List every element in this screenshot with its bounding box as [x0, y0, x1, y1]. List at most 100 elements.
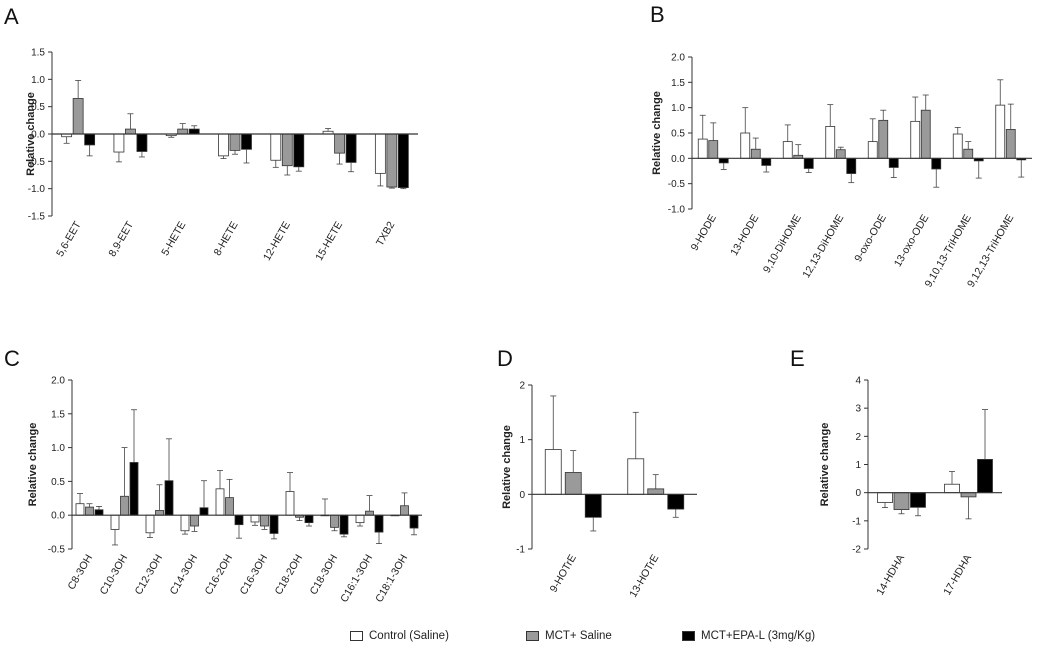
- panel-c-category-label: C12-3OH: [133, 553, 166, 597]
- panel-b-bar: [846, 157, 857, 174]
- panel-e-ytick-label: 4: [855, 376, 861, 387]
- panel-b-bar: [952, 133, 963, 159]
- panel-d-chart: 2 1 0 -1 Relative change 9-HOTrE 13-HOTrE: [501, 381, 697, 600]
- panel-a-ytick-label: -1.0: [28, 184, 46, 195]
- panel-e-category-label: 17-HDHA: [941, 553, 974, 598]
- legend-label-mct-saline: MCT+ Saline: [545, 630, 612, 642]
- panel-d-bar: [627, 458, 645, 495]
- panel-c-bar: [409, 514, 419, 529]
- panel-c-bar: [339, 514, 349, 535]
- panel-a-bar: [386, 133, 398, 188]
- panel-b-bar: [708, 140, 719, 159]
- panel-b-bar: [867, 141, 878, 159]
- panel-c-bar: [85, 506, 94, 516]
- panel-a-bar: [177, 128, 189, 135]
- panel-a-bar: [218, 133, 229, 157]
- panel-b-bar: [718, 157, 729, 164]
- panel-a-ytick-label: 0.5: [31, 102, 45, 113]
- panel-b-ytick-label: 2.0: [671, 53, 685, 64]
- panel-c-ytick-label: 2.0: [51, 376, 65, 387]
- panel-a-ytick-label: 0.0: [31, 130, 45, 141]
- panel-d-category-label: 13-HOTrE: [627, 553, 661, 600]
- panel-c-bar: [400, 505, 409, 516]
- panel-b-category-label: 9,10-DiHOME: [761, 213, 804, 276]
- legend-swatch-control: [350, 631, 363, 641]
- panel-b-category-label: 9,10,13-TriHOME: [923, 213, 974, 290]
- panel-c-bar: [269, 514, 279, 534]
- panel-b-bar: [995, 104, 1006, 159]
- panel-a-ytick-label: -1.5: [28, 212, 46, 223]
- panel-b-category-label: 9,12,13-TriHOME: [965, 213, 1016, 290]
- panel-d-bar: [584, 493, 602, 518]
- panel-b-category-label: 13-oxo-ODE: [892, 213, 932, 270]
- panel-letter-a: A: [4, 4, 19, 29]
- panel-letter-c: C: [4, 346, 20, 371]
- panel-c-ytick-label: 0.5: [51, 477, 65, 488]
- panel-c-bar: [145, 514, 155, 534]
- panel-c-bar: [234, 514, 244, 526]
- panel-b-bar: [803, 157, 814, 169]
- panel-a-bar: [334, 133, 345, 154]
- panel-b-ytick-label: 1.5: [671, 78, 685, 89]
- panel-a-bar: [136, 133, 148, 152]
- panel-c-category-label: C16-3OH: [238, 553, 271, 597]
- panel-a-category-label: 5-HETE: [159, 220, 188, 258]
- panel-d-ytick-label: 1: [519, 435, 525, 446]
- panel-a-bar: [281, 133, 293, 167]
- panel-a-category-label: 8-HETE: [212, 220, 241, 258]
- panel-a-ytick-label: -0.5: [28, 157, 46, 168]
- panel-letter-e: E: [790, 346, 805, 371]
- panel-e-bar: [893, 492, 910, 510]
- panel-c-category-label: C8-3OH: [65, 553, 95, 592]
- panel-c-ytick-label: -0.5: [48, 545, 66, 556]
- panel-a-ytick-label: 1.0: [31, 75, 45, 86]
- panel-b-ytick-label: -1.0: [668, 205, 686, 216]
- panel-c-bar: [110, 514, 120, 530]
- panel-c-bar: [199, 507, 209, 516]
- legend-swatch-mct-epa: [682, 631, 695, 641]
- panel-a-category-label: 5,6-EET: [54, 219, 84, 259]
- panel-e-bar: [910, 492, 926, 508]
- panel-c-bar: [164, 480, 174, 516]
- panel-a-bar: [113, 133, 125, 153]
- panel-a-category-label: 12-HETE: [261, 220, 293, 263]
- panel-a-bar: [397, 133, 409, 188]
- panel-c-bar: [120, 495, 129, 516]
- panel-d-category-label: 9-HOTrE: [548, 553, 579, 595]
- panel-d-ytick-label: 0: [519, 490, 525, 501]
- panel-letter-d: D: [497, 346, 513, 371]
- panel-d-ytick-label: 2: [519, 381, 525, 392]
- panel-c-category-label: C16-2OH: [203, 553, 236, 597]
- panel-c-bar: [180, 514, 190, 532]
- panel-c-category-label: C18-2OH: [273, 553, 306, 597]
- panel-e-ytick-label: 0: [855, 488, 861, 499]
- panel-a-chart: 1.5 1.0 0.5 0.0 -0.5 -1.0 -1.5 Relative change 5…: [25, 48, 418, 263]
- panel-c-bar: [260, 514, 269, 527]
- panel-c-ytick-label: 0.0: [51, 511, 65, 522]
- panel-e-bar: [877, 492, 893, 503]
- panel-e-ytick-label: -2: [852, 545, 861, 556]
- panel-e-bar: [944, 483, 960, 494]
- panel-a-category-label: 8,9-EET: [106, 219, 136, 259]
- panel-a-bar: [72, 98, 84, 135]
- panel-b-ytick-label: -0.5: [668, 179, 686, 190]
- panel-c-bar: [250, 514, 260, 523]
- panel-b-bar: [750, 148, 761, 159]
- panel-c-ytick-label: 1.5: [51, 409, 65, 420]
- panel-a-bar: [188, 128, 200, 135]
- panel-a-bar: [374, 133, 386, 174]
- panel-c-bar: [365, 510, 374, 516]
- panel-c-category-label: C16:1-3OH: [338, 553, 375, 605]
- legend-swatch-mct-saline: [526, 631, 539, 641]
- panel-c-bar: [285, 491, 295, 516]
- panel-c-ytick-label: 1.0: [51, 443, 65, 454]
- panel-c-bar: [330, 514, 339, 528]
- panel-c-bar: [374, 514, 384, 533]
- panel-c-chart: 2.0 1.5 1.0 0.5 0.0 -0.5 Relative change C8-3OH…: [27, 376, 422, 605]
- panel-a-y-label: Relative change: [25, 92, 37, 176]
- panel-c-bar: [355, 514, 365, 524]
- panel-b-category-label: 9-HODE: [689, 213, 719, 253]
- legend-item-mct-saline: MCT+ Saline: [526, 630, 612, 642]
- panel-e-chart: 4 3 2 1 0 -1 -2 Relative change 14-HDHA 17-HDHA: [819, 376, 1002, 598]
